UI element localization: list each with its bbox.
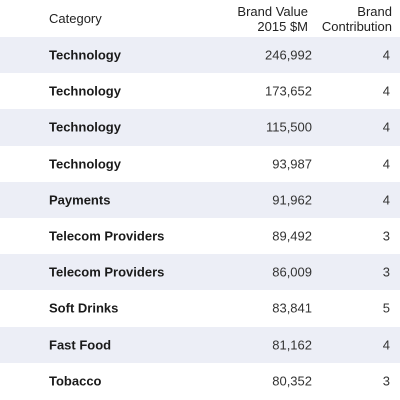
contribution-cell: 5 — [382, 300, 390, 316]
category-cell: Soft Drinks — [49, 300, 119, 316]
contribution-cell: 4 — [382, 119, 390, 135]
table-row[interactable]: Tobacco 80,352 3 — [0, 362, 400, 399]
brand-value-header-line2: 2015 $M — [257, 19, 308, 34]
category-cell: Technology — [49, 156, 121, 172]
category-cell: Fast Food — [49, 337, 112, 353]
category-cell: Technology — [49, 119, 121, 135]
category-cell: Telecom Providers — [49, 228, 165, 244]
table-row[interactable]: Technology 173,652 4 — [0, 73, 400, 110]
column-header-contribution[interactable]: Brand Contribution — [322, 4, 392, 34]
brand-value-cell: 246,992 — [265, 47, 312, 63]
category-cell: Technology — [49, 83, 121, 99]
table-header: Category Brand Value 2015 $M Brand Contr… — [0, 0, 400, 37]
brand-value-header-line1: Brand Value — [237, 4, 308, 19]
table-row[interactable]: Telecom Providers 89,492 3 — [0, 217, 400, 255]
contribution-cell: 3 — [382, 264, 390, 280]
brand-value-cell: 93,987 — [272, 156, 312, 172]
table-row[interactable]: Payments 91,962 4 — [0, 181, 400, 218]
table-row[interactable]: Technology 115,500 4 — [0, 109, 400, 146]
contribution-cell: 4 — [382, 156, 390, 172]
brand-value-cell: 91,962 — [272, 192, 312, 208]
table-row[interactable]: Technology 93,987 4 — [0, 145, 400, 182]
brand-value-cell: 86,009 — [272, 264, 312, 280]
contribution-cell: 4 — [382, 192, 390, 208]
column-header-brand-value[interactable]: Brand Value 2015 $M — [237, 4, 308, 34]
column-header-category[interactable]: Category — [49, 11, 102, 26]
contribution-cell: 4 — [382, 337, 390, 353]
brand-value-cell: 89,492 — [272, 228, 312, 244]
brand-value-cell: 115,500 — [265, 119, 312, 135]
contribution-cell: 4 — [382, 47, 390, 63]
contribution-cell: 3 — [382, 228, 390, 244]
contribution-header-line1: Brand — [357, 4, 392, 19]
brand-value-cell: 173,652 — [265, 83, 312, 99]
table-row[interactable]: Technology 246,992 4 — [0, 37, 400, 74]
category-cell: Tobacco — [49, 373, 102, 389]
table-row[interactable]: Telecom Providers 86,009 3 — [0, 254, 400, 291]
contribution-cell: 4 — [382, 83, 390, 99]
brand-value-cell: 83,841 — [272, 300, 312, 316]
category-cell: Payments — [49, 192, 111, 208]
table-row[interactable]: Fast Food 81,162 4 — [0, 326, 400, 363]
table-row[interactable]: Soft Drinks 83,841 5 — [0, 290, 400, 327]
category-cell: Technology — [49, 47, 121, 63]
brand-value-cell: 80,352 — [272, 373, 312, 389]
category-cell: Telecom Providers — [49, 264, 165, 280]
contribution-header-line2: Contribution — [321, 19, 392, 34]
contribution-cell: 3 — [382, 373, 390, 389]
brand-value-cell: 81,162 — [272, 337, 312, 353]
